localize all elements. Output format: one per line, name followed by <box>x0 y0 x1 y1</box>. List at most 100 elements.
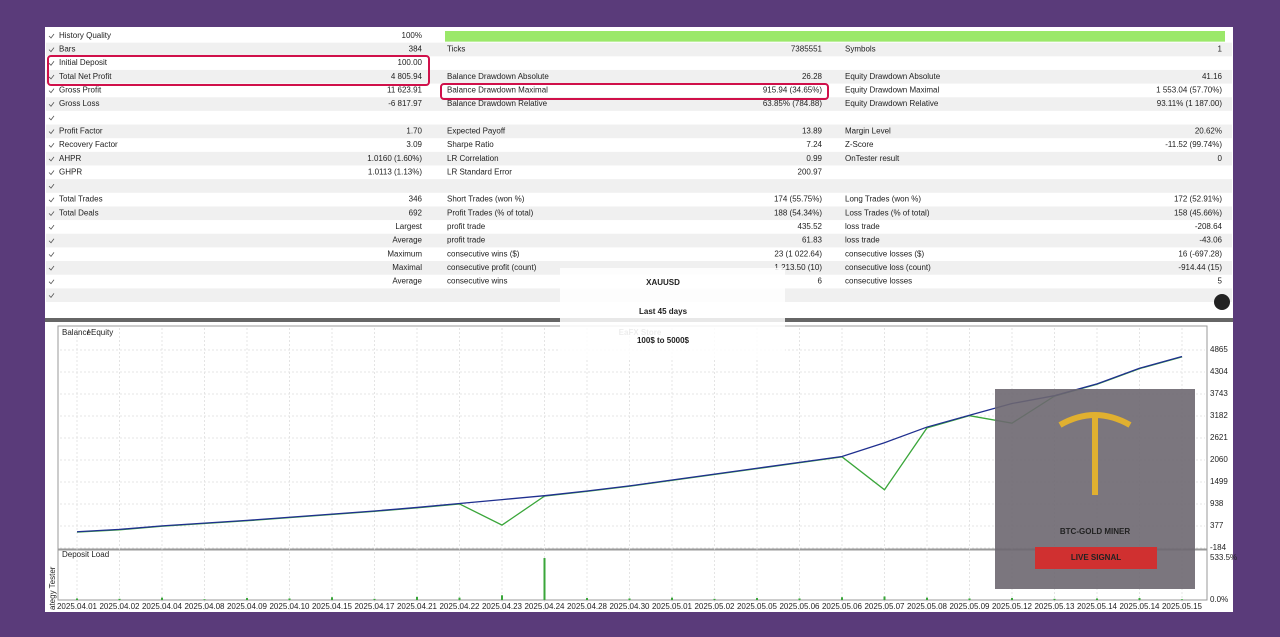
cell: GHPR <box>59 167 82 176</box>
load-bar <box>1096 598 1098 600</box>
cell: consecutive loss (count) <box>845 263 931 272</box>
cell: 1 553.04 (57.70%) <box>1156 86 1222 95</box>
y-tick-label: 1499 <box>1210 477 1228 486</box>
x-tick-label: 2025.05.06 <box>779 602 820 611</box>
check <box>48 156 55 162</box>
x-tick-label: 2025.05.05 <box>737 602 778 611</box>
cell: 13.89 <box>802 126 823 135</box>
cell: Profit Trades (% of total) <box>447 208 534 217</box>
x-tick-label: 2025.04.10 <box>269 602 310 611</box>
side-label: ategy Tester <box>48 566 57 610</box>
cell: loss trade <box>845 236 880 245</box>
x-tick-label: 2025.04.30 <box>609 602 650 611</box>
cell: 100% <box>402 31 422 40</box>
x-tick-label: 2025.04.04 <box>142 602 183 611</box>
logo-badge-text: LIVE SIGNAL <box>1071 553 1121 562</box>
check <box>48 252 55 258</box>
cell: 0.99 <box>806 154 822 163</box>
cell: Balance Drawdown Relative <box>447 99 548 108</box>
cell: Largest <box>395 222 422 231</box>
cell: Short Trades (won %) <box>447 195 525 204</box>
cell: Gross Profit <box>59 86 102 95</box>
cell: Expected Payoff <box>447 126 506 135</box>
logo-pick <box>1058 412 1132 495</box>
y-tick-label: 0.0% <box>1210 595 1228 604</box>
load-bar <box>246 598 248 600</box>
logo-title: BTC-GOLD MINER <box>1060 527 1130 536</box>
load-bar <box>798 598 801 600</box>
load-bar <box>76 598 78 600</box>
cell: Average <box>392 277 422 286</box>
cell: 692 <box>409 208 423 217</box>
cell: 1 213.50 (10) <box>774 263 822 272</box>
cell: Bars <box>59 45 75 54</box>
highlight <box>47 55 430 86</box>
y-tick-label: 533.5% <box>1210 553 1237 562</box>
cell: Profit Factor <box>59 126 103 135</box>
load-bar <box>671 597 673 600</box>
cell: Maximum <box>387 249 422 258</box>
cell: Sharpe Ratio <box>447 140 494 149</box>
x-tick-label: 2025.05.13 <box>1034 602 1075 611</box>
cell: 200.97 <box>798 167 823 176</box>
cell: profit trade <box>447 236 486 245</box>
cell: Balance Drawdown Absolute <box>447 72 549 81</box>
x-tick-label: 2025.05.09 <box>949 602 990 611</box>
caption: Last 45 days <box>639 307 688 316</box>
load-bar <box>373 598 376 600</box>
cell: Recovery Factor <box>59 140 118 149</box>
cell: 1.0113 (1.13%) <box>368 167 422 176</box>
check <box>48 88 55 94</box>
cell: 1.0160 (1.60%) <box>367 154 422 163</box>
cell: -208.64 <box>1195 222 1223 231</box>
cell: Equity Drawdown Maximal <box>845 86 939 95</box>
legend: Balance <box>62 328 91 337</box>
x-tick-label: 2025.04.21 <box>397 602 438 611</box>
cell: Margin Level <box>845 126 891 135</box>
cell: 20.62% <box>1195 126 1222 135</box>
check <box>48 170 55 176</box>
check <box>48 293 55 298</box>
cell: consecutive profit (count) <box>447 263 537 272</box>
x-tick-label: 2025.04.08 <box>184 602 225 611</box>
row-shade <box>46 261 1232 275</box>
cell: 93.11% (1 187.00) <box>1157 99 1223 108</box>
cell: -914.44 (15) <box>1178 263 1222 272</box>
x-tick-label: 2025.04.23 <box>482 602 523 611</box>
cell: 100.00 <box>398 58 423 67</box>
cell: Symbols <box>845 45 876 54</box>
y-tick-label: 4304 <box>1210 367 1228 376</box>
row-shade <box>46 206 1232 221</box>
cell: 0 <box>1218 154 1223 163</box>
x-tick-label: 2025.05.08 <box>907 602 948 611</box>
y-tick-label: 2060 <box>1210 455 1228 464</box>
cell: -6 817.97 <box>388 99 422 108</box>
row-shade <box>46 69 1232 84</box>
cell: 346 <box>409 195 423 204</box>
legend: Equity <box>91 328 113 337</box>
y-tick-label: 3743 <box>1210 389 1228 398</box>
row-shade <box>46 97 1232 111</box>
check <box>48 197 55 203</box>
logo-badge <box>1035 547 1157 569</box>
load-bar <box>118 598 121 600</box>
cell: 172 (52.91%) <box>1174 195 1222 204</box>
cell: 63.85% (784.88) <box>763 99 822 108</box>
cell: History Quality <box>59 31 111 40</box>
cell: 435.52 <box>798 222 823 231</box>
check <box>48 102 55 107</box>
cell: 11 623.91 <box>387 86 423 95</box>
x-tick-label: 2025.05.15 <box>1162 602 1203 611</box>
cell: profit trade <box>447 222 486 231</box>
check <box>48 183 55 189</box>
load-bar <box>628 598 631 600</box>
cell: 384 <box>409 45 423 54</box>
legend: / <box>87 328 90 337</box>
check <box>48 115 55 121</box>
load-bar <box>203 599 206 600</box>
check <box>48 142 55 148</box>
panel-label: Deposit Load <box>62 550 109 559</box>
cell: 61.83 <box>802 236 823 245</box>
